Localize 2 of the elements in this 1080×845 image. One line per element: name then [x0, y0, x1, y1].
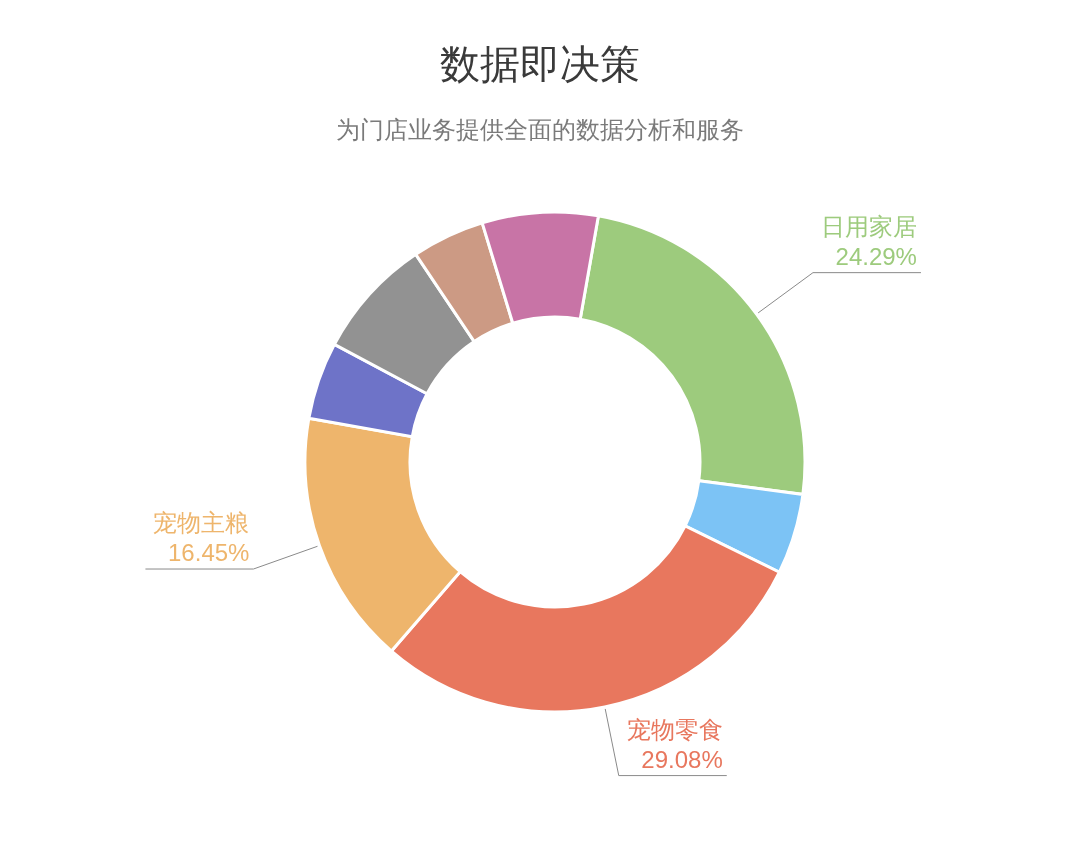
title: 数据即决策: [440, 42, 640, 86]
subtitle: 为门店业务提供全面的数据分析和服务: [336, 116, 744, 143]
